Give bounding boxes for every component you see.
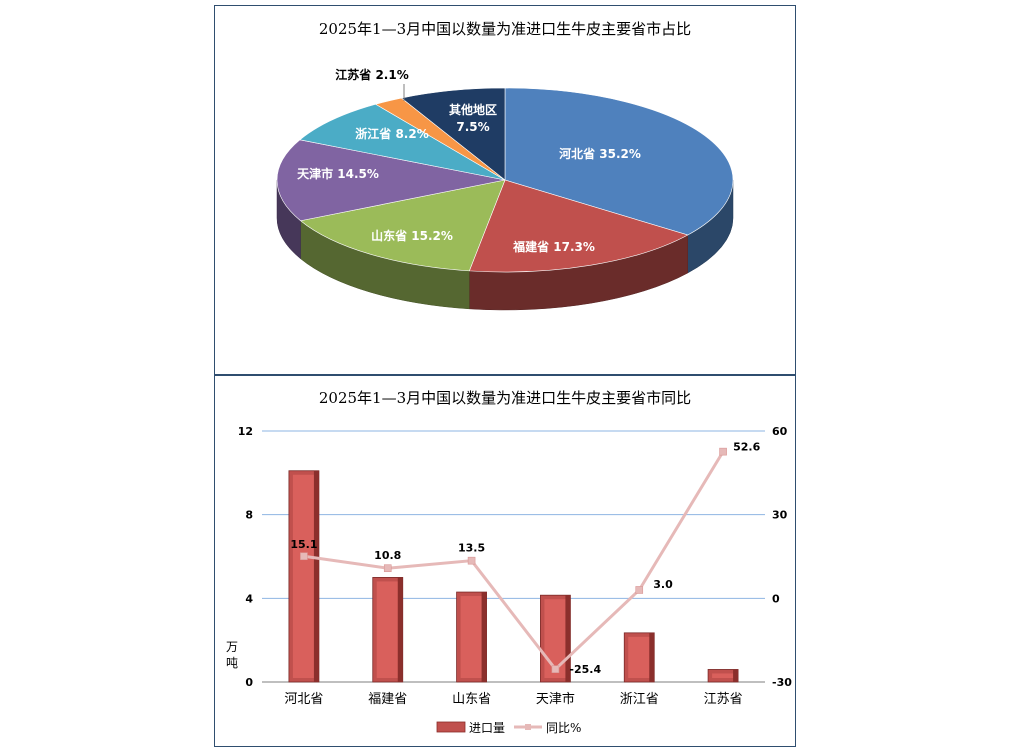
pie-slice-1 [468, 179, 689, 273]
bar-edge-5 [733, 669, 739, 682]
y-axis-unit-2: 吨 [226, 656, 238, 670]
legend-bar-label: 进口量 [469, 721, 505, 735]
left-tick-1: 4 [245, 592, 253, 605]
category-label-4: 浙江省 [620, 692, 659, 707]
legend-line-marker [525, 724, 531, 730]
yoy-label-3: -25.4 [569, 663, 601, 676]
yoy-label-4: 3.0 [653, 578, 673, 591]
bar-edge-4 [649, 632, 655, 682]
pie-label-other-value: 7.5% [456, 120, 489, 134]
left-tick-3: 12 [238, 425, 253, 438]
pie-label-jiangsu: 江苏省 2.1% [335, 67, 408, 82]
bar-edge-3 [565, 595, 571, 682]
yoy-label-2: 13.5 [458, 542, 485, 555]
right-tick-1: 0 [772, 592, 780, 605]
right-axis-ticks: -30 0 30 60 [772, 425, 792, 689]
category-label-0: 河北省 [284, 692, 323, 707]
left-tick-2: 8 [245, 509, 253, 522]
yoy-label-5: 52.6 [733, 441, 760, 454]
pie-title: 2025年1—3月中国以数量为准进口生牛皮主要省市占比 [319, 20, 691, 38]
left-axis-ticks: 0 4 8 12 [238, 425, 254, 689]
pie-slice-2 [299, 179, 506, 272]
pie-slice-4 [299, 103, 506, 181]
yoy-label-0: 15.1 [290, 538, 317, 551]
yoy-point-2 [467, 556, 476, 565]
pie-top-group [276, 87, 734, 273]
pie-label-fujian: 福建省 17.3% [512, 239, 595, 254]
bar-face-3 [544, 599, 567, 678]
legend-line-label: 同比% [546, 721, 581, 735]
pie-slice-0 [504, 87, 734, 236]
bar-face-4 [628, 636, 651, 678]
yoy-point-0 [300, 552, 308, 561]
pie-side-group [276, 179, 734, 311]
bar-grid [262, 430, 765, 683]
pie-label-zhejiang: 浙江省 8.2% [355, 126, 428, 141]
yoy-label-1: 10.8 [374, 549, 401, 562]
bar-edge-1 [397, 577, 403, 682]
pie-label-hebei: 河北省 35.2% [558, 146, 641, 161]
pie-slice-3 [276, 139, 506, 222]
legend-bar-swatch [436, 721, 466, 733]
chart-divider [214, 374, 796, 376]
pie-slice-6 [400, 87, 506, 181]
yoy-point-4 [635, 586, 644, 594]
category-label-1: 福建省 [368, 692, 407, 707]
pie-label-other: 其他地区 [449, 102, 497, 117]
bar-edge-0 [313, 470, 319, 682]
bar-face-0 [292, 474, 315, 678]
bar-face-2 [460, 596, 483, 678]
right-tick-3: 60 [772, 425, 788, 438]
yoy-point-1 [383, 564, 392, 573]
yoy-line [303, 450, 725, 672]
right-tick-0: -30 [772, 676, 792, 689]
category-label-2: 山东省 [452, 692, 491, 707]
category-label-5: 江苏省 [704, 691, 743, 707]
bar-face-5 [712, 673, 735, 678]
bar-edge-2 [481, 592, 487, 682]
bar-series-group [288, 470, 739, 683]
yoy-point-5 [719, 447, 727, 456]
bar-title: 2025年1—3月中国以数量为准进口生牛皮主要省市同比 [319, 389, 691, 407]
y-axis-unit-1: 万 [226, 640, 238, 654]
pie-label-tianjin: 天津市 14.5% [297, 166, 379, 181]
right-tick-2: 30 [772, 509, 788, 522]
category-label-3: 天津市 [536, 691, 575, 707]
yoy-point-3 [551, 665, 560, 673]
bar-face-1 [376, 581, 399, 678]
left-tick-0: 0 [245, 676, 253, 689]
line-series-group: 15.1 10.8 13.5 -25.4 3.0 52.6 [290, 441, 760, 677]
pie-label-shandong: 山东省 15.2% [371, 228, 453, 243]
category-labels: 河北省 福建省 山东省 天津市 浙江省 江苏省 [284, 691, 742, 707]
